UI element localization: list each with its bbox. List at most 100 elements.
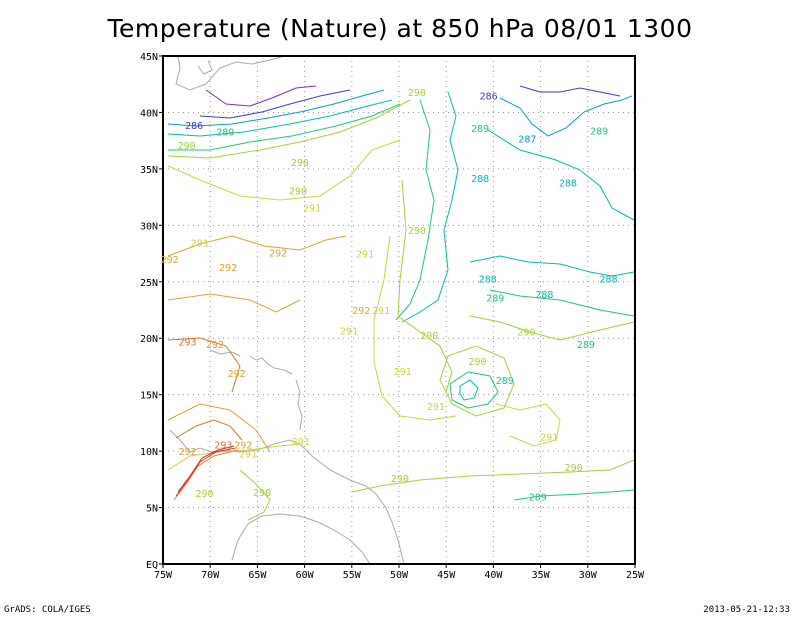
lon-tick-label: 75W [154, 570, 173, 581]
longitude-ticks: 75W 70W 65W 60W 55W 50W 45W 40W 35W 30W 25W [154, 564, 645, 581]
contour-label: 293 [214, 440, 232, 451]
lon-tick-label: 50W [390, 570, 409, 581]
contour-293a [167, 337, 241, 393]
contour-label: 291 [427, 402, 445, 413]
contour-label: 292 [269, 248, 287, 259]
contour-286 [519, 85, 621, 97]
contour-label: 288 [535, 290, 553, 301]
contour-292b [167, 293, 301, 313]
contour-label: 291 [303, 203, 321, 214]
lat-tick-label: 40N [140, 108, 158, 119]
contour-label: 288 [559, 178, 577, 189]
contour-291a [167, 139, 401, 201]
contour-cyclone-289 [449, 371, 499, 409]
contour-label: 292 [206, 340, 224, 351]
contour-label: 291 [191, 238, 209, 249]
lat-tick-label: 35N [140, 165, 158, 176]
contour-label: 289 [577, 340, 595, 351]
contour-label: 291 [239, 449, 257, 460]
contour-label: 290 [196, 489, 214, 500]
lon-tick-label: 70W [201, 570, 220, 581]
contour-290c [469, 315, 635, 341]
contour-label: 291 [292, 437, 310, 448]
contour-label: 291 [372, 306, 390, 317]
contour-285 [205, 85, 317, 107]
contour-289b [395, 99, 435, 321]
contour-label: 292 [234, 440, 252, 451]
lat-tick-label: 45N [140, 52, 158, 63]
contour-label: 290 [408, 226, 426, 237]
contour-label: 291 [340, 326, 358, 337]
contour-label: 290 [408, 88, 426, 99]
contour-288a [167, 99, 393, 137]
contour-294 [173, 449, 239, 501]
lat-tick-label: 30N [140, 221, 158, 232]
contour-label: 288 [479, 274, 497, 285]
contour-label: 290 [391, 474, 409, 485]
contour-289a [168, 103, 401, 151]
contour-label: 290 [420, 331, 438, 342]
contour-286b [199, 89, 351, 119]
lon-tick-label: 45W [437, 570, 456, 581]
footer-timestamp: 2013-05-21-12:33 [703, 605, 790, 615]
contour-label: 292 [219, 263, 237, 274]
contour-291d [495, 403, 561, 447]
contour-label: 289 [590, 127, 608, 138]
map-title: Temperature (Nature) at 850 hPa 08/01 13… [107, 14, 693, 43]
contour-label: 290 [178, 141, 196, 152]
coastline-guiana-shield [231, 513, 371, 564]
coastlines [169, 56, 405, 564]
contour-lines [167, 56, 635, 564]
lat-tick-label: 10N [140, 447, 158, 458]
contour-label: 292 [228, 369, 246, 380]
lon-tick-label: 40W [484, 570, 503, 581]
contour-289c [489, 289, 635, 317]
contour-291b [373, 235, 457, 421]
contour-label: 288 [600, 274, 618, 285]
contour-293b [175, 419, 243, 441]
latitude-ticks: EQ 5N 10N 15N 20N 25N 30N 35N 40N 45N [140, 52, 163, 571]
contour-289d [513, 489, 635, 501]
lon-tick-label: 55W [343, 570, 362, 581]
contour-label: 290 [289, 186, 307, 197]
footer-credit: GrADS: COLA/IGES [4, 605, 91, 615]
contour-cyclone-288 [459, 379, 479, 401]
contour-288b [401, 91, 459, 323]
coastline-north-america [175, 56, 286, 91]
lat-tick-label: 20N [140, 334, 158, 345]
contour-label: 292 [352, 306, 370, 317]
lon-tick-label: 65W [248, 570, 267, 581]
contour-cyclone-290 [439, 345, 515, 417]
contour-label: 289 [486, 294, 504, 305]
contour-label: 292 [179, 447, 197, 458]
contour-label: 289 [471, 124, 489, 135]
contour-label: 293 [179, 338, 197, 349]
contour-288c [487, 129, 635, 221]
contour-label: 289 [216, 128, 234, 139]
contour-296 [177, 445, 235, 493]
coastline-south-america [169, 429, 405, 564]
contour-label: 290 [291, 158, 309, 169]
contour-label: 286 [480, 92, 498, 103]
coastline-antilles [249, 355, 293, 375]
contour-292a [167, 235, 347, 257]
contour-label: 286 [185, 121, 203, 132]
contour-label: 291 [356, 250, 374, 261]
contour-label: 290 [253, 488, 271, 499]
contour-label: 290 [565, 463, 583, 474]
coastline-hispaniola [209, 349, 241, 357]
lat-tick-label: 15N [140, 391, 158, 402]
contour-290a [167, 99, 411, 159]
lat-tick-label: EQ [146, 560, 158, 571]
contour-290e [239, 469, 271, 521]
contour-label: 290 [517, 327, 535, 338]
lat-tick-label: 25N [140, 278, 158, 289]
contour-292c [167, 403, 271, 453]
contour-287b [499, 95, 633, 137]
contour-label: 287 [518, 134, 536, 145]
contour-label: 289 [529, 492, 547, 503]
contour-label: 289 [496, 376, 514, 387]
lat-tick-label: 5N [146, 504, 158, 515]
contour-label: 292 [161, 255, 179, 266]
